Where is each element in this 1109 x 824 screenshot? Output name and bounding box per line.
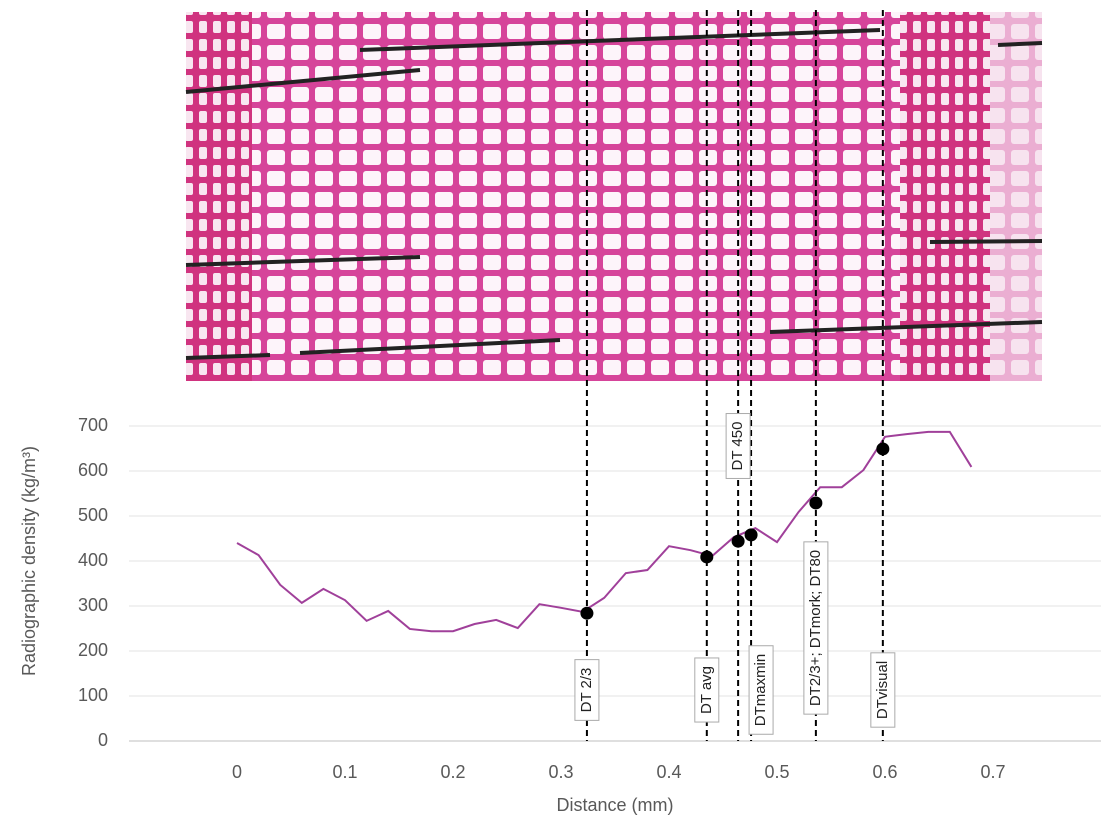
marker-label: DT avg xyxy=(694,657,720,723)
y-tick-label: 500 xyxy=(78,505,108,525)
marker-point xyxy=(580,606,594,620)
x-tick-label: 0.2 xyxy=(440,762,465,782)
x-tick-label: 0.3 xyxy=(548,762,573,782)
y-tick-label: 700 xyxy=(78,415,108,435)
marker-label: DT 450 xyxy=(725,413,751,479)
marker-label-text: DTmaxmin xyxy=(752,654,769,727)
label-box xyxy=(870,652,896,728)
label-box xyxy=(694,657,720,723)
marker-label: DTvisual xyxy=(870,652,896,728)
x-tick-label: 0.6 xyxy=(872,762,897,782)
x-tick-label: 0.5 xyxy=(764,762,789,782)
x-tick-label: 0.1 xyxy=(332,762,357,782)
y-tick-label: 600 xyxy=(78,460,108,480)
marker-point xyxy=(731,534,745,548)
micrograph xyxy=(185,12,1043,381)
label-box xyxy=(574,659,600,721)
y-tick-label: 200 xyxy=(78,640,108,660)
marker-point xyxy=(876,442,890,456)
label-box xyxy=(725,413,751,479)
y-tick-label: 300 xyxy=(78,595,108,615)
marker-label-text: DT2/3+; DTmork; DT80 xyxy=(807,550,824,706)
marker-label-text: DT 450 xyxy=(729,422,746,471)
x-tick-label: 0.7 xyxy=(980,762,1005,782)
marker-label-text: DT avg xyxy=(698,666,715,714)
y-tick-label: 400 xyxy=(78,550,108,570)
marker-label: DT2/3+; DTmork; DT80 xyxy=(803,541,829,715)
x-tick-label: 0 xyxy=(232,762,242,782)
label-box xyxy=(748,645,774,735)
marker-label: DT 2/3 xyxy=(574,659,600,721)
x-axis-label: Distance (mm) xyxy=(556,795,673,815)
marker-label: DTmaxmin xyxy=(748,645,774,735)
data-line xyxy=(236,430,973,633)
label-box xyxy=(803,541,829,715)
y-tick-label: 0 xyxy=(98,730,108,750)
marker-point xyxy=(809,496,823,510)
marker-point xyxy=(744,528,758,542)
marker-label-text: DTvisual xyxy=(874,661,891,719)
y-axis-label: Radiographic density (kg/m³) xyxy=(19,446,39,676)
y-tick-label: 100 xyxy=(78,685,108,705)
x-tick-label: 0.4 xyxy=(656,762,681,782)
marker-point xyxy=(700,550,714,564)
marker-label-text: DT 2/3 xyxy=(578,668,595,713)
